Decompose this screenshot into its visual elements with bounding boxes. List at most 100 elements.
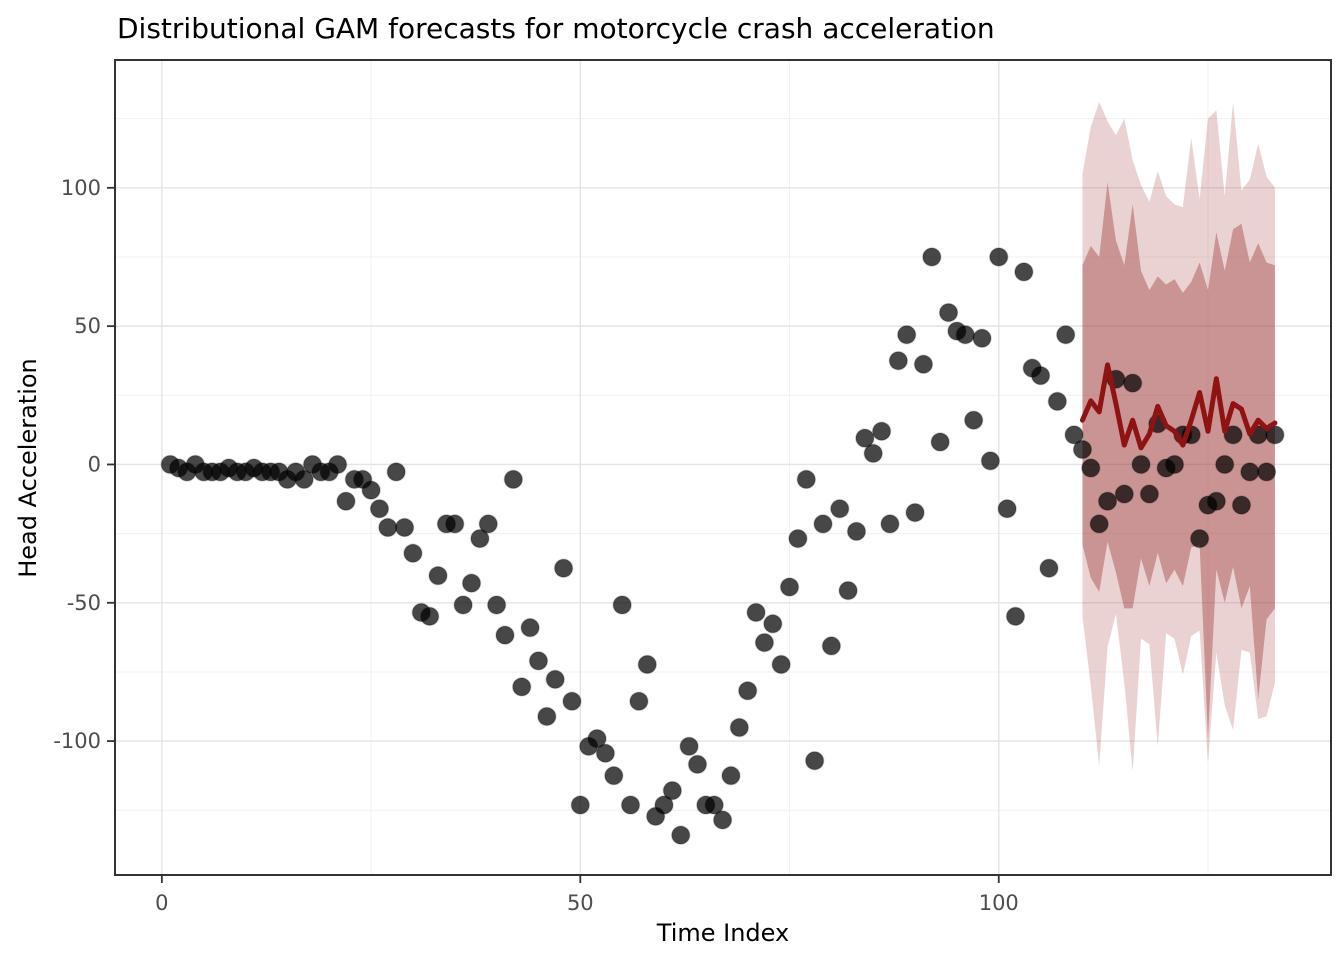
data-point (896, 324, 917, 345)
forecast-mean-line (1079, 362, 1278, 451)
data-point (955, 324, 976, 345)
data-point (495, 625, 515, 645)
data-point (654, 795, 674, 815)
data-point (394, 517, 415, 538)
data-point (428, 565, 448, 586)
x-axis-title: Time Index (656, 919, 790, 947)
data-point (746, 602, 766, 623)
data-point (989, 247, 1009, 267)
data-point (336, 491, 356, 512)
data-point (813, 514, 833, 534)
data-point (930, 432, 950, 452)
data-point (587, 728, 607, 749)
data-point (712, 810, 733, 830)
data-point (754, 632, 775, 653)
data-point (1097, 491, 1118, 512)
x-tick-label: 50 (567, 891, 594, 915)
chart-title: Distributional GAM forecasts for motorcy… (117, 12, 995, 45)
data-point (972, 328, 992, 349)
data-point (1014, 262, 1034, 282)
data-point (771, 654, 791, 675)
data-point (520, 617, 540, 638)
data-point (888, 350, 909, 371)
data-point (403, 543, 423, 564)
data-point (687, 754, 708, 775)
data-point (763, 614, 783, 634)
data-point (980, 451, 1001, 471)
data-point (796, 469, 817, 490)
data-point (1055, 324, 1076, 345)
data-point (788, 528, 808, 549)
data-point (637, 654, 658, 675)
data-point (361, 480, 381, 500)
data-point (779, 577, 800, 597)
data-point (721, 765, 741, 786)
x-tick-label: 100 (979, 891, 1019, 915)
data-point (855, 428, 875, 448)
y-tick-label: 50 (74, 314, 101, 338)
data-point (570, 795, 591, 815)
data-point (1122, 373, 1143, 393)
data-point (470, 528, 490, 549)
data-point (922, 247, 942, 267)
data-point (821, 636, 842, 656)
data-point (829, 498, 850, 519)
data-point (679, 736, 699, 757)
data-point (905, 502, 925, 523)
data-point (963, 410, 984, 430)
data-point (528, 651, 549, 671)
y-tick-label: -50 (67, 591, 101, 615)
data-point (670, 825, 691, 845)
data-point (737, 681, 758, 701)
data-point (537, 706, 557, 727)
panel-border (114, 59, 1332, 876)
data-point (419, 606, 440, 627)
data-point (1223, 425, 1243, 445)
data-point (461, 573, 482, 593)
data-point (871, 421, 892, 442)
data-point (1047, 391, 1068, 412)
data-point (1214, 454, 1235, 475)
y-axis-title: Head Acceleration (14, 358, 42, 578)
data-point (913, 354, 934, 375)
data-point (997, 498, 1017, 519)
data-point (1039, 558, 1059, 578)
data-point (1072, 439, 1093, 460)
data-point (386, 462, 406, 482)
data-point (612, 595, 632, 615)
data-point (629, 691, 649, 712)
data-point (445, 514, 465, 534)
data-point (562, 691, 582, 712)
data-point (327, 454, 348, 475)
data-point (1231, 495, 1252, 515)
data-point (729, 717, 750, 738)
data-point (503, 469, 524, 490)
data-point (880, 514, 900, 534)
data-point (938, 302, 959, 323)
data-point (453, 595, 473, 615)
data-point (486, 595, 507, 615)
data-point (1114, 484, 1135, 504)
y-tick-label: 100 (61, 176, 101, 200)
x-tick-label: 0 (155, 891, 168, 915)
data-point (1206, 491, 1227, 512)
data-point (620, 795, 641, 815)
data-point (378, 517, 398, 538)
data-point (478, 514, 499, 534)
data-point (1256, 462, 1277, 482)
data-point (1064, 425, 1084, 445)
data-point (1240, 462, 1260, 482)
y-tick-label: -100 (53, 729, 101, 753)
data-point (662, 780, 683, 801)
data-point (804, 750, 825, 771)
data-point (294, 469, 314, 490)
data-point (1005, 606, 1026, 627)
data-point (1189, 528, 1210, 549)
data-point (369, 498, 390, 519)
data-point (863, 443, 883, 464)
data-point (545, 669, 565, 690)
data-point (1030, 365, 1051, 386)
data-point (1164, 454, 1185, 475)
data-point (1139, 484, 1160, 504)
